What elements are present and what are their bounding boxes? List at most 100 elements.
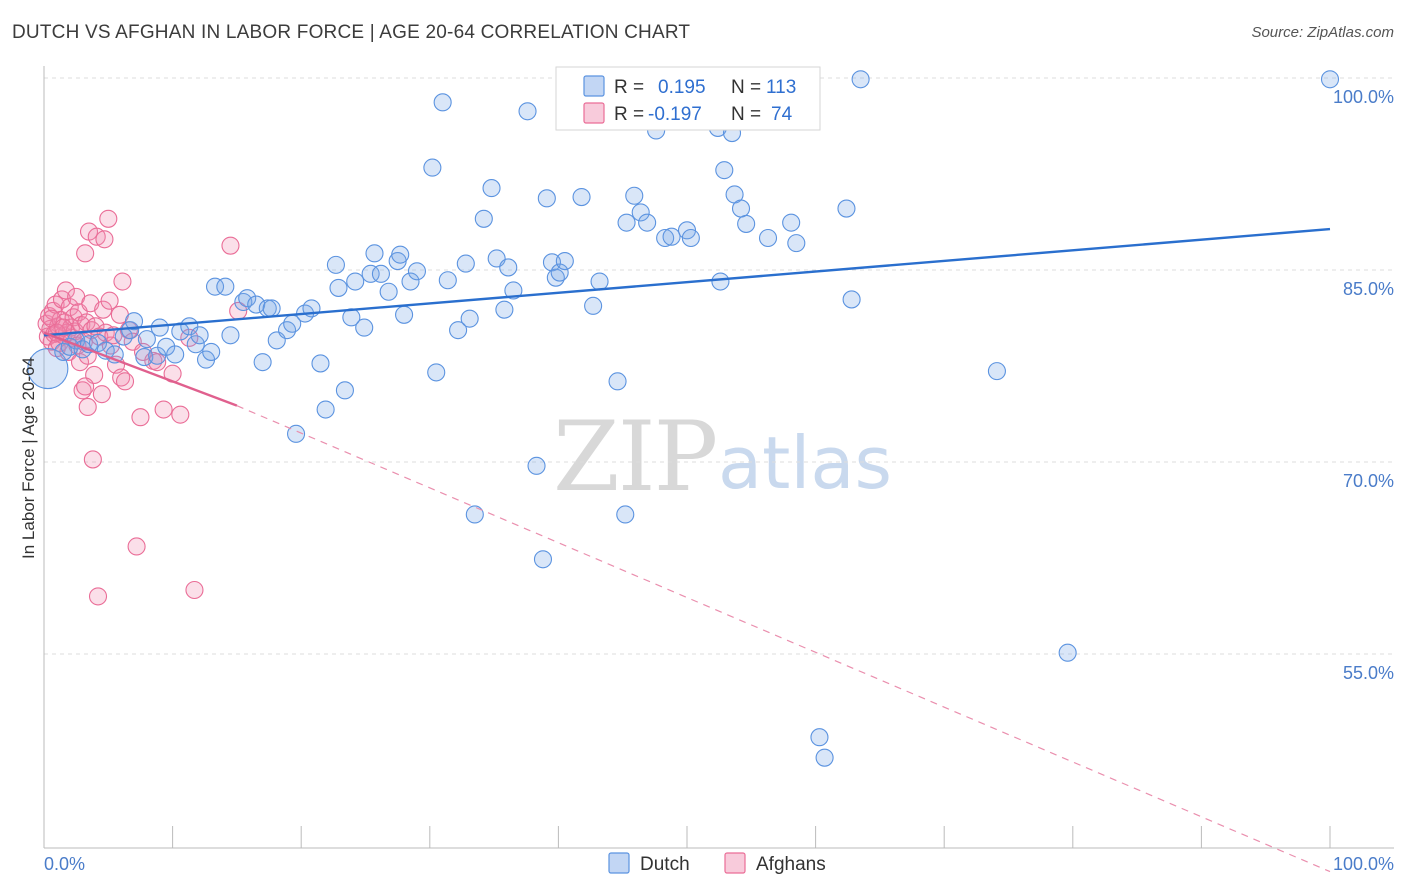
afghans-point: [54, 318, 73, 337]
dutch-point: [572, 187, 591, 207]
dutch-point: [499, 258, 518, 277]
dutch-point: [391, 245, 410, 264]
dutch-point: [662, 227, 681, 246]
bottom-legend-afghans-label: Afghans: [756, 854, 826, 875]
dutch-point: [438, 271, 457, 290]
dutch-point: [216, 277, 235, 296]
afghans-trend-line: [43, 331, 238, 407]
dutch-point: [365, 244, 384, 263]
bottom-legend-dutch-label: Dutch: [640, 854, 690, 875]
dutch-point: [590, 272, 609, 291]
dutch-point: [625, 186, 644, 205]
dutch-point: [137, 330, 156, 349]
dutch-point: [465, 505, 484, 524]
dutch-point: [482, 179, 501, 198]
afghans-trend-line-dashed: [236, 405, 1331, 873]
afghans-point: [92, 385, 111, 404]
x-tick-label: 100.0%: [1333, 854, 1394, 874]
dutch-point: [456, 254, 475, 273]
dutch-point: [166, 345, 185, 364]
tick-labels: 55.0% 70.0% 85.0% 100.0% 0.0% 100.0%: [44, 87, 1394, 874]
dutch-point: [427, 363, 446, 382]
dutch-point: [638, 213, 657, 232]
dutch-point: [542, 253, 562, 272]
dutch-point: [782, 213, 801, 232]
dutch-point: [371, 264, 390, 283]
afghans-point: [131, 408, 150, 427]
dutch-trend-line: [43, 227, 1331, 337]
dutch-point: [460, 309, 479, 328]
dutch-point: [474, 209, 493, 228]
y-tick-label: 55.0%: [1343, 663, 1394, 683]
dutch-point: [202, 342, 221, 361]
dutch-point: [533, 550, 553, 569]
afghans-point: [127, 537, 146, 556]
afghans-point: [60, 298, 79, 317]
watermark-atlas: atlas: [718, 421, 892, 505]
dutch-point: [449, 321, 468, 340]
dutch-point: [787, 234, 806, 253]
dutch-point: [631, 203, 650, 222]
dutch-point: [737, 214, 756, 233]
x-tick-label: 0.0%: [44, 854, 85, 874]
dutch-point: [238, 289, 257, 308]
series-legend: Dutch Afghans: [608, 852, 826, 875]
dutch-point: [253, 353, 272, 372]
bottom-legend-dutch-swatch: [608, 852, 630, 874]
dutch-point: [121, 321, 140, 340]
dutch-point: [423, 158, 442, 177]
dutch-point: [550, 263, 569, 282]
afghans-point: [171, 405, 190, 424]
dutch-point: [731, 199, 751, 218]
dutch-point: [401, 272, 420, 291]
legend-afghan-r-value: -0.197: [648, 104, 702, 125]
legend-afghan-r-label: R =: [614, 104, 644, 125]
dutch-point: [810, 728, 829, 747]
dutch-point: [186, 335, 205, 354]
afghans-point: [100, 291, 119, 310]
afghans-points: [37, 209, 248, 606]
afghans-point: [95, 230, 114, 249]
legend-afghan-swatch: [583, 102, 605, 124]
dutch-point: [616, 505, 635, 524]
dutch-point: [221, 326, 240, 345]
y-tick-label: 85.0%: [1343, 279, 1394, 299]
dutch-point: [395, 305, 414, 324]
dutch-point: [608, 372, 627, 391]
dutch-point: [842, 290, 861, 309]
afghans-point: [78, 397, 97, 417]
afghans-point: [76, 244, 95, 263]
dutch-point: [190, 326, 209, 345]
bottom-legend-afghans-swatch: [724, 852, 746, 874]
dutch-point: [681, 228, 700, 248]
chart-title: DUTCH VS AFGHAN IN LABOR FORCE | AGE 20-…: [12, 22, 691, 43]
dutch-point: [495, 300, 514, 319]
dutch-point: [361, 264, 380, 283]
dutch-point: [837, 199, 856, 218]
trend-lines: [43, 227, 1331, 873]
afghans-point: [83, 450, 102, 469]
dutch-point: [504, 281, 523, 300]
dutch-point: [124, 312, 144, 331]
afghans-point: [76, 377, 95, 396]
dutch-point: [262, 299, 281, 318]
afghans-point: [113, 272, 132, 291]
dutch-point: [205, 277, 225, 296]
dutch-point: [287, 424, 306, 443]
dutch-point: [407, 262, 426, 281]
dutch-point: [711, 272, 730, 291]
afghans-point: [88, 587, 108, 606]
dutch-point: [335, 381, 354, 400]
afghans-point: [154, 400, 173, 419]
dutch-point: [617, 213, 636, 232]
afghans-point: [115, 372, 135, 391]
dutch-point: [715, 161, 734, 180]
dutch-point: [527, 456, 546, 475]
dutch-point: [379, 282, 398, 301]
dutch-point: [815, 748, 834, 767]
afghans-point: [99, 209, 118, 228]
dutch-point: [1320, 70, 1340, 89]
dutch-point: [656, 228, 675, 248]
correlation-legend: R = 0.195 N = 113 R = -0.197 N = 74: [555, 66, 821, 131]
dutch-point: [851, 70, 870, 89]
